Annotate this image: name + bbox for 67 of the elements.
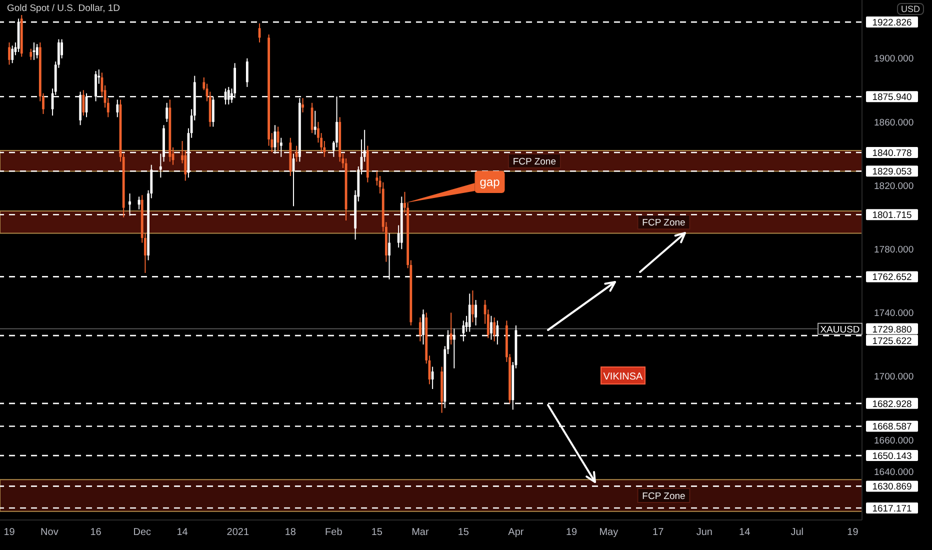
ref-line-label: 1630.869	[872, 482, 912, 493]
x-tick-label: Nov	[40, 527, 58, 538]
chart-title: Gold Spot / U.S. Dollar, 1D	[4, 2, 123, 15]
candlestick	[310, 102, 314, 134]
candlestick	[246, 58, 248, 88]
band-label: FCP Zone	[642, 491, 686, 502]
x-tick-label: 2021	[226, 527, 250, 538]
candlestick	[82, 90, 85, 116]
ref-line-label: 1840.778	[872, 148, 912, 159]
x-tick-label: 19	[4, 527, 16, 538]
annotation: gap	[480, 175, 500, 190]
x-tick-label: Dec	[133, 527, 152, 538]
x-tick-label: 19	[847, 527, 859, 538]
ref-line-label: 1922.826	[872, 18, 912, 29]
band-label: FCP Zone	[512, 156, 556, 168]
candlestick	[302, 98, 304, 113]
ref-line-label: 1668.587	[872, 422, 912, 433]
ref-line-label: 1650.143	[872, 451, 912, 462]
annotation: XAUUSD	[820, 324, 860, 336]
y-tick-label: 1820.000	[874, 180, 914, 192]
candlestick	[468, 293, 471, 332]
candlestick	[472, 290, 474, 323]
x-tick-label: Mar	[412, 527, 430, 538]
ref-line-label: 1682.928	[872, 398, 912, 410]
x-tick-label: 19	[566, 527, 578, 538]
y-tick-label: 1900.000	[874, 54, 914, 65]
ref-line-label: 1617.171	[872, 503, 912, 514]
x-tick-label: Jul	[790, 527, 804, 538]
annotation: VIKINSA	[603, 372, 644, 382]
band-label: FCP Zone	[642, 218, 686, 229]
candlestick	[474, 299, 477, 326]
candlestick	[166, 102, 168, 122]
y-tick-label: 1700.000	[874, 372, 914, 383]
candlestick	[450, 312, 452, 345]
y-tick-label: 1780.000	[874, 244, 914, 256]
x-tick-label: 14	[176, 527, 188, 538]
x-tick-label: Feb	[325, 527, 343, 538]
candlestick	[8, 42, 10, 66]
x-tick-label: 17	[652, 527, 664, 538]
candlestick	[418, 316, 422, 342]
x-tick-label: 15	[458, 527, 470, 538]
y-tick-label: 1860.000	[874, 117, 914, 128]
y-tick-label: 1740.000	[874, 308, 914, 320]
candlestick	[116, 99, 119, 118]
y-tick-label: 1640.000	[874, 467, 914, 478]
ref-line-label: 1801.715	[872, 210, 912, 222]
ref-line-label: 1725.622	[872, 336, 912, 347]
x-tick-label: 15	[371, 527, 383, 538]
ref-line-label: 1875.940	[872, 92, 912, 104]
y-axis-title: USD	[896, 3, 924, 15]
candlestick	[493, 316, 496, 342]
x-tick-label: Apr	[508, 527, 524, 538]
x-tick-label: May	[599, 527, 618, 538]
candlestick	[276, 126, 280, 152]
candlestick	[314, 110, 316, 136]
x-tick-label: 14	[739, 527, 751, 538]
x-tick-label: Jun	[696, 527, 712, 538]
x-tick-label: 18	[284, 527, 296, 538]
ref-line-label: 1729.880	[872, 324, 912, 336]
candlestick	[11, 45, 14, 64]
x-tick-label: 16	[90, 527, 102, 538]
candlestick	[295, 145, 298, 162]
candlestick	[30, 48, 32, 60]
ref-line-label: 1829.053	[872, 166, 912, 178]
ref-line-label: 1762.652	[872, 272, 912, 284]
candlestick	[36, 44, 38, 59]
y-tick-label: 1660.000	[874, 435, 914, 446]
